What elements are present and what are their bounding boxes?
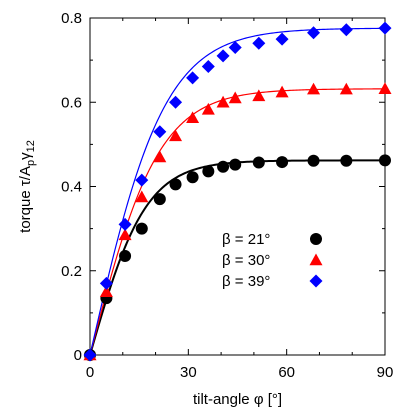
y-axis-label-gamma: γ: [17, 152, 34, 160]
data-point-series-1: [153, 193, 166, 206]
data-point-series-3: [153, 125, 167, 139]
fit-lines: [89, 27, 386, 356]
data-point-series-3: [99, 276, 113, 290]
data-point-series-2: [228, 91, 242, 104]
legend-marker-series-2: [309, 253, 323, 266]
y-tick-label: 0.8: [61, 10, 82, 27]
data-point-series-3: [252, 36, 266, 50]
data-point-series-2: [201, 102, 215, 115]
data-point-series-1: [229, 158, 242, 171]
axis-ticks: [89, 17, 386, 356]
y-tick-label: 0.6: [61, 94, 82, 111]
data-point-series-1: [135, 222, 148, 235]
data-point-series-3: [378, 21, 392, 35]
data-point-series-3: [118, 217, 132, 231]
y-tick-label: 0.4: [61, 179, 82, 196]
data-point-series-3: [307, 26, 321, 40]
x-tick-label: 90: [377, 364, 394, 381]
data-point-series-1: [276, 156, 289, 169]
legend-label-series-1: β = 21°: [222, 231, 270, 248]
legend-label-series-3: β = 39°: [222, 273, 270, 290]
fit-line-series-3: [89, 27, 386, 356]
y-axis-label-main: torque τ/A: [17, 166, 34, 233]
x-tick-labels: 0 30 60 90: [86, 364, 394, 381]
fit-line-series-2: [89, 88, 386, 356]
data-point-series-3: [275, 32, 289, 46]
data-point-series-3: [186, 71, 200, 85]
data-point-series-3: [135, 173, 149, 187]
data-point-series-1: [217, 160, 230, 173]
data-point-series-2: [169, 129, 183, 142]
legend-marker-series-3: [309, 274, 323, 288]
data-point-series-1: [119, 250, 132, 263]
data-point-series-1: [379, 154, 391, 167]
data-point-series-2: [99, 285, 113, 298]
data-point-series-2: [118, 228, 132, 241]
legend: β = 21° β = 30° β = 39°: [222, 231, 323, 290]
x-tick-label: 30: [180, 364, 197, 381]
data-point-series-3: [228, 40, 242, 54]
y-tick-labels: 0 0.2 0.4 0.6 0.8: [61, 10, 82, 364]
data-point-series-1: [252, 156, 265, 169]
data-point-series-1: [340, 154, 353, 167]
data-point-series-1: [202, 165, 215, 178]
data-point-series-2: [378, 82, 392, 94]
x-tick-label: 60: [278, 364, 295, 381]
plot-frame: [89, 17, 386, 356]
y-axis-label: torque τ/Apγ12: [17, 140, 37, 233]
plot-area: [83, 17, 392, 362]
data-point-series-2: [275, 85, 289, 98]
data-point-series-2: [307, 82, 321, 95]
data-point-series-2: [216, 95, 230, 108]
y-tick-label: 0: [74, 347, 82, 364]
data-point-series-1: [307, 154, 320, 167]
data-point-series-3: [216, 49, 230, 63]
y-tick-label: 0.2: [61, 263, 82, 280]
data-point-series-1: [186, 171, 199, 184]
data-point-series-3: [83, 348, 97, 362]
data-point-series-2: [186, 111, 200, 124]
data-point-series-3: [339, 23, 353, 37]
x-axis-label: tilt-angle φ [°]: [193, 391, 282, 408]
data-point-series-2: [252, 89, 266, 102]
y-axis-label-sub-p: p: [25, 160, 37, 166]
data-point-series-1: [169, 178, 182, 191]
y-axis-label-sub-12: 12: [25, 140, 37, 152]
data-point-series-3: [201, 59, 215, 73]
data-markers: [83, 21, 392, 362]
legend-label-series-2: β = 30°: [222, 252, 270, 269]
data-point-series-2: [339, 82, 353, 95]
data-point-series-2: [153, 150, 167, 163]
legend-marker-series-1: [310, 233, 322, 245]
data-point-series-3: [169, 95, 183, 109]
data-point-series-2: [135, 190, 149, 203]
x-tick-label: 0: [86, 364, 94, 381]
